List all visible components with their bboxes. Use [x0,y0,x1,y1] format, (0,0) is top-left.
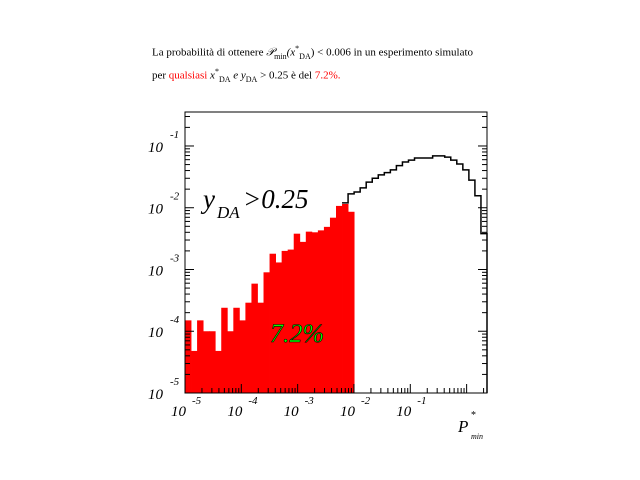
histogram-bar [348,211,355,393]
caption-sub: min [274,51,287,61]
histogram-bar [239,320,246,393]
histogram-bar [185,320,192,393]
histogram-bar [227,331,234,393]
x-tick-label: 10 [227,404,243,420]
histogram-bar [215,350,222,393]
y-tick-exponent: -4 [170,314,180,326]
histogram-bar [299,241,307,393]
caption-symbol: x [207,69,215,82]
x-axis-label: P [457,417,468,436]
histogram-bar [221,307,228,393]
cut-annotation: y [200,184,215,214]
histogram-bar [293,233,301,393]
y-tick-exponent: -5 [170,376,180,388]
histogram-bar [336,205,343,393]
histogram-bar [209,331,216,393]
caption-line-2: per qualsiasi x*DA e yDA > 0.25 è del 7.… [152,64,473,87]
x-tick-exponent: -1 [417,395,426,407]
histogram-bar [323,226,331,393]
percentage-annotation: 7.2% [270,319,324,348]
y-tick-label: 10 [148,263,164,279]
histogram-bar [269,253,276,393]
caption-sub: DA [218,74,231,84]
y-tick-label: 10 [148,387,164,403]
histogram-bar [245,302,252,393]
histogram-bar [305,231,313,393]
histogram-bar [281,250,289,393]
cut-annotation-sub: DA [216,203,240,222]
histogram-bar [342,203,349,393]
y-tick-exponent: -1 [170,129,179,141]
caption-text: ) < 0.006 in un esperimento simulato [310,46,474,59]
caption-symbol: 𝒫 [266,46,275,59]
histogram-bar [287,249,295,393]
cut-annotation-value: >0.25 [243,184,308,214]
caption-highlight: 7.2%. [314,69,341,82]
caption-sup: * [295,44,300,53]
caption-symbol: e y [230,69,246,82]
x-tick-label: 10 [284,404,300,420]
x-axis-label-sub: min [471,432,483,441]
y-tick-label: 10 [148,202,164,218]
x-tick-label: 10 [396,404,412,420]
y-tick-label: 10 [148,140,164,156]
histogram-bar [263,272,270,393]
caption-sub: DA [299,51,311,61]
chart-caption: La probabilità di ottenere 𝒫min(x*DA) < … [152,41,473,87]
x-tick-exponent: -3 [305,395,315,407]
histogram-bar [257,302,264,393]
caption-text: per [152,69,169,82]
caption-line-1: La probabilità di ottenere 𝒫min(x*DA) < … [152,41,473,64]
caption-highlight: qualsiasi [168,69,208,82]
caption-sup: * [214,66,219,76]
histogram-bar [311,232,319,393]
histogram-bar [203,331,210,393]
x-tick-label: 10 [340,404,356,420]
caption-sub: DA [245,74,258,84]
caption-text: La probabilità di ottenere [152,46,267,59]
histogram-bar [191,350,198,393]
y-tick-exponent: -3 [170,252,180,264]
histogram-bar [317,230,325,393]
y-tick-exponent: -2 [170,191,180,203]
x-tick-exponent: -2 [361,395,371,407]
caption-symbol: (x [286,46,296,59]
histogram-bar [329,217,337,393]
x-tick-exponent: -4 [248,395,258,407]
plot-frame [184,111,488,394]
x-tick-exponent: -5 [192,395,202,407]
y-tick-label: 10 [148,325,164,341]
x-tick-label: 10 [171,404,187,420]
caption-text: > 0.25 è del [257,69,315,82]
histogram-bar [275,262,283,393]
histogram-bar [233,307,240,393]
histogram-bar [251,283,258,393]
histogram-bar [197,320,204,393]
x-axis-label-sup: * [471,410,476,421]
histogram-outline [342,155,488,393]
